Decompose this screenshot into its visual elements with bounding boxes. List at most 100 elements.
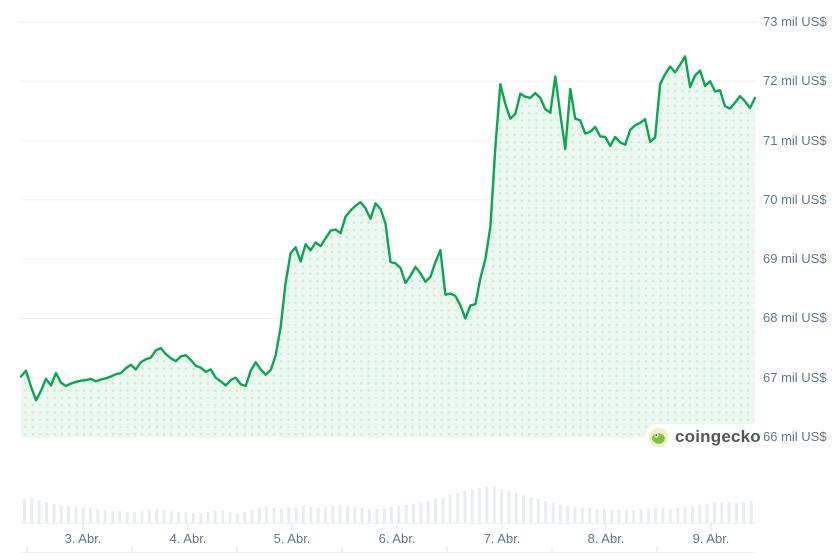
volume-bar	[272, 508, 276, 523]
volume-bar	[478, 488, 482, 523]
volume-bar	[404, 505, 408, 523]
coingecko-logo-icon	[648, 427, 669, 447]
volume-bar	[147, 510, 151, 523]
volume-bar	[360, 508, 364, 523]
y-axis-label: 73 mil US$	[763, 14, 827, 29]
y-axis-label: 66 mil US$	[763, 429, 827, 444]
volume-bar	[382, 508, 386, 523]
volume-bar	[191, 513, 195, 523]
volume-bar	[573, 507, 577, 523]
volume-bar	[500, 489, 504, 523]
y-axis-label: 70 mil US$	[763, 191, 827, 207]
volume-bar	[250, 510, 254, 523]
volume-bar	[243, 512, 247, 523]
volume-bar	[89, 508, 93, 523]
volume-bar	[235, 513, 239, 523]
volume-bar	[206, 512, 210, 523]
coingecko-watermark[interactable]: coingecko	[645, 424, 764, 450]
volume-bar	[213, 511, 217, 523]
volume-bar	[646, 509, 650, 523]
volume-bar	[37, 500, 41, 523]
volume-bar	[558, 505, 562, 523]
volume-bar	[316, 508, 320, 523]
volume-bar	[279, 509, 283, 523]
volume-bar	[595, 509, 599, 523]
y-axis-label: 68 mil US$	[763, 310, 827, 326]
volume-bar	[331, 506, 335, 523]
volume-bar	[125, 512, 129, 523]
volume-bar	[580, 508, 584, 523]
volume-bar	[30, 498, 34, 523]
volume-bar	[727, 502, 731, 523]
volume-bar	[155, 509, 159, 523]
volume-bar	[323, 507, 327, 523]
volume-bar	[602, 509, 606, 523]
y-axis-label: 69 mil US$	[763, 251, 827, 267]
x-axis-label: 7. Abr.	[483, 531, 521, 546]
volume-bar	[566, 506, 570, 523]
volume-bar	[177, 512, 181, 523]
volume-bar	[162, 510, 166, 523]
x-axis-label: 6. Abr.	[378, 531, 416, 546]
y-axis-label: 67 mil US$	[763, 369, 827, 385]
x-axis-label: 9. Abr.	[692, 531, 730, 546]
volume-bar	[294, 507, 298, 523]
volume-bar	[67, 506, 70, 523]
volume-bar	[713, 503, 716, 523]
volume-bar	[412, 504, 415, 523]
volume-bar	[287, 508, 291, 523]
volume-bar	[390, 507, 393, 523]
volume-bar	[551, 503, 555, 523]
volume-bar	[221, 511, 225, 523]
volume-bar	[485, 487, 489, 523]
volume-bar	[353, 507, 357, 523]
volume-bar	[346, 506, 349, 523]
volume-bar	[470, 489, 474, 523]
coingecko-watermark-text: coingecko	[675, 427, 761, 446]
volume-bar	[419, 503, 423, 523]
price-line	[19, 55, 757, 402]
volume-bar	[375, 509, 379, 523]
x-axis-label: 3. Abr.	[64, 531, 102, 546]
volume-bar	[698, 505, 702, 523]
volume-bar	[265, 507, 269, 523]
volume-bar	[624, 510, 628, 523]
volume-bar	[705, 504, 709, 523]
x-axis-label: 4. Abr.	[169, 531, 207, 546]
y-axis-label: 71 mil US$	[763, 132, 827, 148]
volume-bar	[228, 512, 232, 523]
volume-bar	[434, 499, 437, 523]
volume-bar	[397, 506, 401, 523]
volume-bar	[463, 491, 467, 523]
x-axis-label: 8. Abr.	[587, 531, 625, 546]
volume-bar	[23, 499, 26, 523]
volume-bar	[632, 510, 636, 523]
volume-bar	[118, 511, 122, 523]
volume-bar	[368, 509, 371, 523]
volume-bar	[639, 509, 643, 523]
volume-bar	[456, 493, 460, 523]
volume-bar	[492, 487, 496, 523]
volume-bar	[59, 505, 63, 523]
volume-bar	[133, 512, 137, 523]
x-axis-label: 5. Abr.	[273, 531, 311, 546]
volume-bar	[529, 497, 533, 523]
volume-bar	[522, 495, 526, 523]
volume-bar	[610, 510, 614, 523]
volume-bar	[742, 502, 746, 523]
volume-bar	[199, 513, 203, 523]
volume-bar	[184, 512, 188, 523]
volume-bar	[507, 491, 511, 523]
volume-bar	[426, 501, 430, 523]
volume-bar	[617, 510, 621, 523]
volume-bar	[544, 501, 548, 523]
volume-bar	[257, 508, 261, 523]
volume-bar	[309, 507, 313, 523]
volume-bar	[448, 495, 452, 523]
volume-bar	[140, 511, 144, 523]
volume-bar	[111, 511, 115, 523]
volume-bar	[690, 506, 694, 523]
volume-bar	[169, 511, 173, 523]
